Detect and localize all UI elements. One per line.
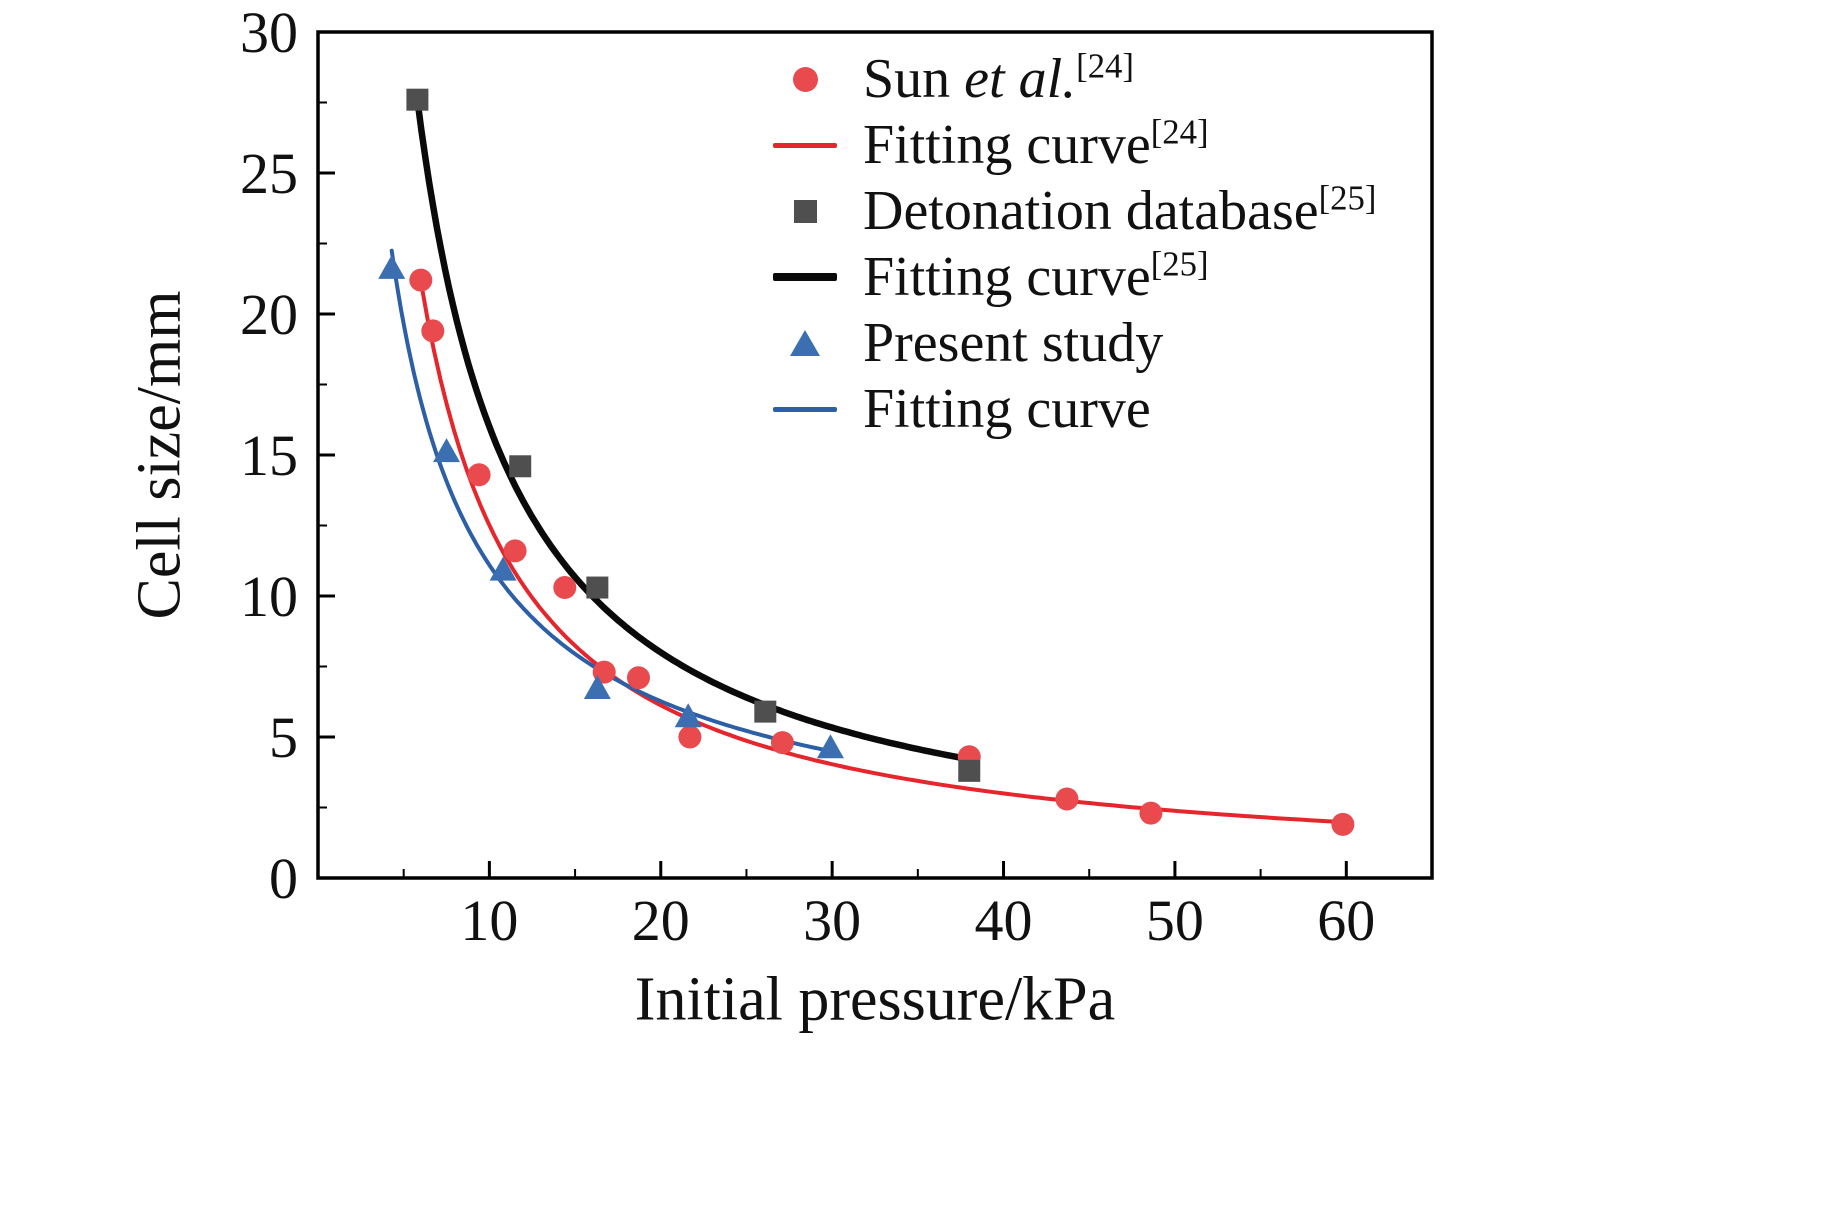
y-tick-label: 25 (240, 141, 298, 206)
y-axis-label: Cell size/mm (125, 290, 194, 620)
legend-item-label: Fitting curve[24] (863, 112, 1209, 176)
y-tick-label: 30 (240, 0, 298, 65)
scatter-series-4 (378, 254, 844, 759)
x-tick-label: 40 (975, 888, 1033, 953)
legend-item-label: Fitting curve (863, 378, 1151, 440)
legend-item-label: Detonation database[25] (863, 178, 1377, 242)
y-tick-label: 10 (240, 564, 298, 629)
legend-item-label: Present study (863, 312, 1164, 374)
x-tick-label: 10 (460, 888, 518, 953)
x-axis-label: Initial pressure/kPa (634, 965, 1116, 1034)
legend: Sun et al.[24] Fitting curve[24] Detonat… (765, 46, 1376, 442)
scatter-series-0 (409, 268, 1355, 836)
blue-triangle-marker-icon (765, 330, 845, 356)
y-tick-label: 15 (240, 423, 298, 488)
legend-item-present-study: Present study (765, 310, 1376, 376)
gray-square-marker-icon (765, 199, 845, 223)
y-tick-label: 0 (269, 846, 298, 911)
red-circle-marker-icon (765, 66, 845, 92)
legend-item-fitting-curve: Fitting curve (765, 376, 1376, 442)
x-tick-label: 50 (1146, 888, 1204, 953)
axes-frame (316, 30, 1434, 880)
blue-line-marker-icon (765, 406, 845, 412)
black-line-marker-icon (765, 273, 845, 281)
legend-item-detonation-database: Detonation database[25] (765, 178, 1376, 244)
scatter-series-2 (406, 88, 981, 782)
red-line-marker-icon (765, 142, 845, 148)
legend-item-label: Fitting curve[25] (863, 244, 1209, 308)
x-tick-label: 30 (803, 888, 861, 953)
y-tick-label: 5 (269, 705, 298, 770)
x-tick-label: 60 (1317, 888, 1375, 953)
x-tick-label: 20 (632, 888, 690, 953)
fit-curve-1 (418, 279, 1345, 825)
legend-item-sun: Sun et al.[24] (765, 46, 1376, 112)
y-tick-label: 20 (240, 282, 298, 347)
legend-item-fitting-curve-25: Fitting curve[25] (765, 244, 1376, 310)
legend-item-label: Sun et al.[24] (863, 46, 1134, 110)
legend-item-fitting-curve-24: Fitting curve[24] (765, 112, 1376, 178)
